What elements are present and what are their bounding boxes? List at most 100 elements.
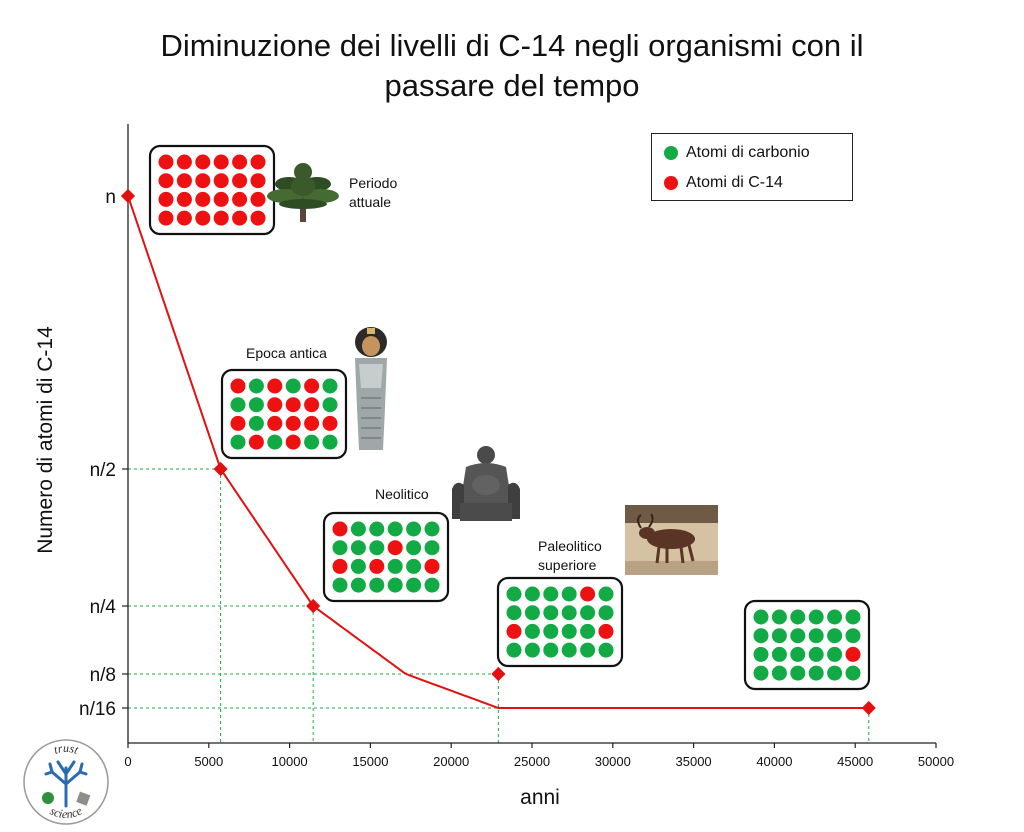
data-point	[861, 700, 876, 716]
c14-atom	[213, 191, 229, 207]
legend-label-c14: Atomi di C-14	[686, 174, 783, 191]
sarcophagus-icon	[355, 327, 387, 450]
carbon-atom	[506, 642, 522, 658]
cave-painting-icon	[625, 505, 718, 575]
c14-atom	[506, 623, 522, 639]
carbon-atom	[267, 434, 283, 450]
c14-atom	[332, 521, 348, 537]
carbon-atom	[543, 586, 559, 602]
c14-atom	[267, 378, 283, 394]
legend-item-c14: Atomi di C-14	[664, 174, 783, 192]
carbon-atom	[543, 642, 559, 658]
carbon-atom	[406, 540, 422, 556]
carbon-atom	[387, 521, 403, 537]
carbon-atom	[506, 586, 522, 602]
carbon-atom	[771, 646, 787, 662]
carbon-atom	[406, 521, 422, 537]
annotation-periodo-attuale-line1: Periodo	[349, 175, 398, 191]
carbon-atom	[790, 628, 806, 644]
annotation-paleolitico-line2: superiore	[538, 557, 597, 573]
c14-atom	[250, 210, 266, 226]
guide-lines	[128, 468, 870, 743]
carbon-atom	[230, 434, 246, 450]
c14-atom	[195, 173, 211, 189]
carbon-atom	[406, 558, 422, 574]
carbon-atom	[524, 605, 540, 621]
carbon-atom	[350, 521, 366, 537]
data-point	[306, 598, 321, 614]
carbon-atom	[790, 609, 806, 625]
c14-atom	[232, 154, 248, 170]
legend-item-carbon: Atomi di carbonio	[664, 144, 810, 162]
y-ticks: n n/2 n/4 n/8 n/16	[79, 187, 128, 720]
carbon-atom	[790, 646, 806, 662]
trust-science-logo: trust science	[22, 738, 110, 826]
chart-title-line2: passare del tempo	[384, 68, 640, 103]
carbon-atom	[524, 642, 540, 658]
annotation-periodo-attuale-line2: attuale	[349, 194, 392, 210]
carbon-atom	[543, 605, 559, 621]
y-axis-label-text: Numero di atomi di C-14	[34, 326, 57, 554]
carbon-atom	[771, 628, 787, 644]
carbon-atom	[790, 665, 806, 681]
c14-atom	[285, 397, 301, 413]
carbon-atom	[369, 521, 385, 537]
x-tick-label: 30000	[595, 754, 631, 769]
carbon-atom	[369, 577, 385, 593]
carbon-atom	[230, 397, 246, 413]
y-tick-label: n/2	[90, 460, 116, 481]
carbon-atom	[753, 646, 769, 662]
carbon-atom	[332, 577, 348, 593]
c14-atom	[232, 210, 248, 226]
c14-atom	[250, 173, 266, 189]
carbon-atom	[753, 628, 769, 644]
carbon-atom	[248, 397, 264, 413]
carbon-atom	[387, 558, 403, 574]
carbon-atom	[304, 434, 320, 450]
carbon-atom	[248, 378, 264, 394]
atom-grid	[743, 599, 871, 691]
carbon-atom	[827, 628, 843, 644]
carbon-atom	[561, 623, 577, 639]
carbon-atom	[808, 646, 824, 662]
carbon-atom	[543, 623, 559, 639]
carbon-atom	[322, 397, 338, 413]
annotation-paleolitico-line1: Paleolitico	[538, 538, 602, 554]
x-tick-label: 25000	[514, 754, 550, 769]
atom-grid	[220, 368, 348, 460]
x-tick-label: 0	[124, 754, 131, 769]
c14-atom	[176, 210, 192, 226]
carbon-atom	[424, 577, 440, 593]
svg-text:science: science	[48, 803, 85, 821]
carbon-atom	[332, 540, 348, 556]
atom-grid	[148, 144, 276, 236]
data-point	[491, 666, 506, 682]
legend-swatch-carbon	[664, 146, 678, 160]
carbon-atom	[524, 586, 540, 602]
carbon-atom	[598, 605, 614, 621]
carbon-atom	[322, 434, 338, 450]
c14-atom	[304, 378, 320, 394]
carbon-atom	[580, 623, 596, 639]
carbon-atom	[808, 665, 824, 681]
carbon-atom	[808, 628, 824, 644]
c14-atom	[250, 154, 266, 170]
carbon-atom	[424, 521, 440, 537]
c14-atom	[213, 173, 229, 189]
tree-icon	[267, 163, 339, 222]
logo-bottom-text: science	[48, 803, 85, 821]
chart-title-line1: Diminuzione dei livelli di C-14 negli or…	[160, 28, 864, 63]
carbon-atom	[827, 609, 843, 625]
c14-atom	[176, 191, 192, 207]
c14-atom	[285, 415, 301, 431]
c14-atom	[232, 191, 248, 207]
annotation-neolitico: Neolitico	[375, 486, 429, 502]
tree-logo-icon	[44, 760, 88, 808]
data-point	[120, 188, 136, 204]
c14-atom	[387, 540, 403, 556]
data-markers	[120, 188, 876, 716]
x-tick-label: 50000	[918, 754, 954, 769]
carbon-atom	[369, 540, 385, 556]
carbon-atom	[580, 642, 596, 658]
carbon-atom	[845, 665, 861, 681]
